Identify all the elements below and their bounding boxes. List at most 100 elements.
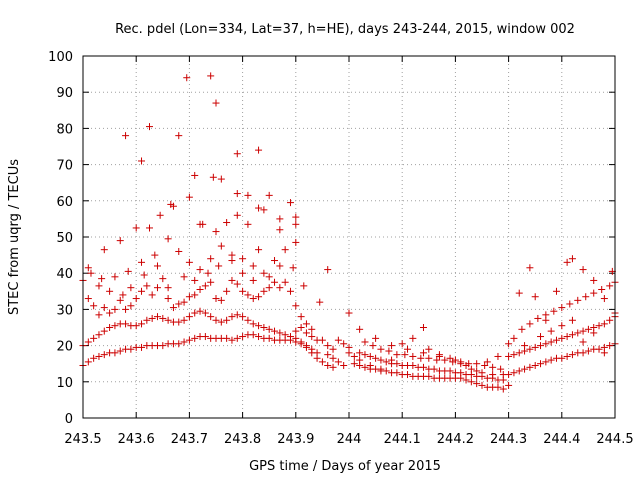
data-point bbox=[542, 358, 550, 366]
data-point bbox=[537, 360, 545, 368]
data-point bbox=[518, 325, 526, 333]
data-point bbox=[552, 287, 560, 295]
data-point bbox=[382, 358, 390, 366]
data-point bbox=[324, 351, 332, 359]
data-point bbox=[265, 273, 273, 281]
data-point bbox=[531, 362, 539, 370]
data-point bbox=[209, 173, 217, 181]
data-point bbox=[579, 349, 587, 357]
data-point bbox=[169, 304, 177, 312]
data-point bbox=[382, 367, 390, 375]
y-tick-label: 50 bbox=[56, 231, 73, 246]
data-point bbox=[329, 354, 337, 362]
data-point bbox=[127, 302, 135, 310]
data-point bbox=[308, 325, 316, 333]
data-point bbox=[361, 351, 369, 359]
data-point bbox=[286, 333, 294, 341]
data-point bbox=[185, 313, 193, 321]
data-point bbox=[212, 295, 220, 303]
data-point bbox=[217, 175, 225, 183]
data-point bbox=[223, 316, 231, 324]
data-point bbox=[505, 352, 513, 360]
data-point bbox=[302, 329, 310, 337]
data-point bbox=[207, 72, 215, 80]
data-point bbox=[419, 363, 427, 371]
data-point bbox=[356, 356, 364, 364]
data-point bbox=[435, 352, 443, 360]
data-point bbox=[116, 296, 124, 304]
data-point bbox=[212, 228, 220, 236]
data-point bbox=[111, 305, 119, 313]
data-point bbox=[164, 316, 172, 324]
data-point bbox=[534, 314, 542, 322]
data-point bbox=[233, 190, 241, 198]
data-point bbox=[276, 226, 284, 234]
data-point bbox=[233, 280, 241, 288]
data-point bbox=[547, 356, 555, 364]
data-point bbox=[164, 295, 172, 303]
axis-ticks: 243.5 243.6 243.7 243.8 243.9 244 244.1 244.2 24… bbox=[48, 50, 633, 447]
data-point bbox=[481, 362, 489, 370]
data-point bbox=[138, 157, 146, 165]
data-point bbox=[201, 309, 209, 317]
data-point bbox=[159, 314, 167, 322]
data-point bbox=[196, 220, 204, 228]
data-point bbox=[95, 311, 103, 319]
data-point bbox=[138, 343, 146, 351]
data-point bbox=[167, 200, 175, 208]
data-point bbox=[467, 378, 475, 386]
data-point bbox=[388, 356, 396, 364]
data-point bbox=[217, 296, 225, 304]
data-point bbox=[606, 282, 614, 290]
x-tick-label: 244.4 bbox=[543, 432, 580, 447]
data-point bbox=[255, 333, 263, 341]
data-point bbox=[140, 271, 148, 279]
data-point bbox=[300, 282, 308, 290]
data-point bbox=[276, 262, 284, 270]
data-point bbox=[180, 316, 188, 324]
data-point bbox=[606, 342, 614, 350]
data-point bbox=[361, 338, 369, 346]
data-point bbox=[425, 354, 433, 362]
data-point bbox=[180, 338, 188, 346]
data-point bbox=[409, 362, 417, 370]
y-tick-label: 40 bbox=[56, 267, 73, 282]
y-tick-label: 90 bbox=[56, 86, 73, 101]
data-point bbox=[521, 365, 529, 373]
data-point bbox=[260, 269, 268, 277]
data-point bbox=[404, 371, 412, 379]
data-point bbox=[409, 334, 417, 342]
data-point bbox=[233, 334, 241, 342]
data-point bbox=[584, 325, 592, 333]
data-point bbox=[401, 351, 409, 359]
data-point bbox=[223, 287, 231, 295]
data-point bbox=[239, 255, 247, 263]
data-point bbox=[164, 235, 172, 243]
data-point bbox=[467, 365, 475, 373]
data-point bbox=[547, 338, 555, 346]
x-tick-label: 244 bbox=[337, 432, 362, 447]
y-tick-label: 30 bbox=[56, 303, 73, 318]
data-point bbox=[244, 316, 252, 324]
data-point bbox=[366, 352, 374, 360]
data-point bbox=[127, 345, 135, 353]
data-point bbox=[489, 371, 497, 379]
data-point bbox=[377, 356, 385, 364]
x-tick-label: 243.7 bbox=[171, 432, 208, 447]
data-point bbox=[207, 278, 215, 286]
data-point bbox=[558, 354, 566, 362]
data-point bbox=[217, 318, 225, 326]
data-point bbox=[457, 360, 465, 368]
data-point bbox=[271, 327, 279, 335]
data-point bbox=[244, 191, 252, 199]
data-point bbox=[385, 347, 393, 355]
data-point bbox=[316, 298, 324, 306]
data-point bbox=[361, 363, 369, 371]
data-point bbox=[505, 340, 513, 348]
data-point bbox=[132, 295, 140, 303]
data-point bbox=[122, 132, 130, 140]
data-point bbox=[292, 327, 300, 335]
y-tick-label: 100 bbox=[48, 50, 73, 65]
x-tick-label: 244.1 bbox=[384, 432, 421, 447]
